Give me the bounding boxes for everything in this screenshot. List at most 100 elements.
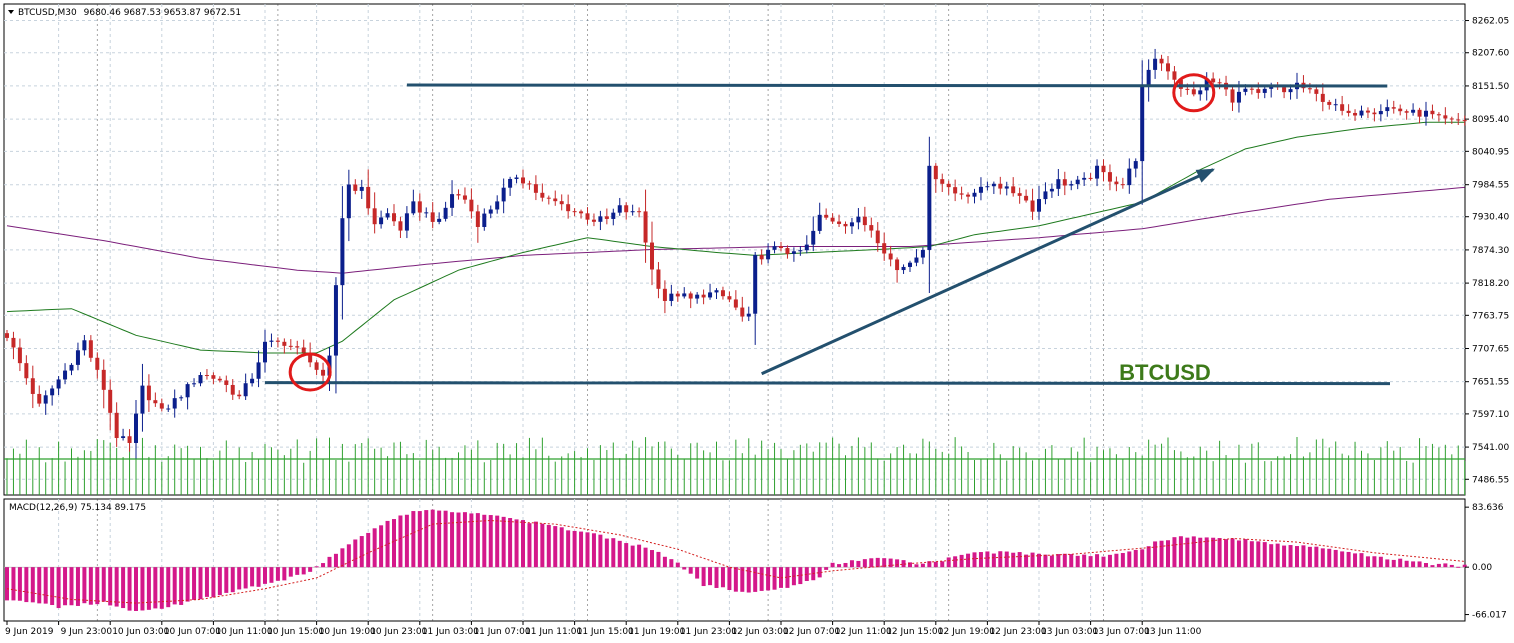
macd-bar (759, 567, 764, 591)
fast-moving-average (6, 121, 1465, 354)
candle-body (966, 194, 971, 197)
candle (101, 359, 106, 409)
macd-bar (966, 553, 971, 568)
time-tick-label: 10 Jun 19:00 (319, 627, 376, 637)
macd-bar (5, 567, 9, 601)
price-tick-label: 8262.05 (1472, 17, 1509, 27)
macd-bar (88, 567, 93, 605)
time-tick-label: 10 Jun 15:00 (267, 627, 324, 637)
macd-bar (469, 513, 474, 568)
time-tick-label: 12 Jun 03:00 (731, 627, 788, 637)
candle (1449, 116, 1454, 125)
candle (1101, 159, 1106, 182)
macd-bar (121, 567, 126, 609)
support-line[interactable] (264, 381, 1391, 386)
candle-body (1217, 82, 1222, 84)
candle-body (1140, 86, 1145, 162)
macd-bar (1462, 564, 1467, 568)
macd-bar (804, 567, 809, 581)
candle (714, 288, 719, 300)
candle-body (727, 296, 732, 300)
macd-bar (746, 567, 751, 593)
candle (398, 216, 403, 238)
candle-body (953, 187, 958, 194)
macd-bar (327, 556, 332, 568)
macd-bar (688, 567, 693, 574)
macd-bar (1320, 548, 1325, 568)
macd-bar (1043, 554, 1048, 568)
time-tick-label: 13 Jun 11:00 (1144, 627, 1201, 637)
macd-bar (237, 567, 242, 590)
candle-body (804, 244, 809, 251)
macd-bar (701, 567, 706, 587)
candle (437, 212, 442, 225)
candle (321, 362, 326, 382)
highlight-circle[interactable] (1172, 73, 1216, 113)
candle-body (443, 207, 448, 219)
candle-body (856, 216, 861, 223)
trend-arrow-head[interactable] (1195, 168, 1215, 183)
drawings[interactable] (264, 73, 1391, 392)
candle (488, 205, 493, 219)
candle-body (1230, 89, 1235, 103)
candle (17, 338, 22, 372)
candle (675, 291, 680, 302)
macd-bar (243, 567, 248, 589)
candle-body (1282, 87, 1287, 93)
candle-body (372, 208, 377, 225)
macd-bar (224, 567, 229, 593)
macd-bar (114, 567, 119, 607)
macd-bar (1120, 553, 1125, 568)
candle-body (1417, 109, 1422, 117)
candle (63, 363, 68, 385)
candle-body (1333, 104, 1338, 106)
dropdown-icon[interactable] (8, 10, 14, 14)
macd-bar (37, 567, 42, 604)
candle-body (243, 383, 248, 397)
candle (1436, 112, 1441, 122)
macd-bar (1146, 546, 1151, 568)
highlight-circle[interactable] (288, 352, 332, 392)
candle-body (385, 213, 390, 218)
candle-body (1037, 199, 1041, 212)
candle-body (591, 219, 596, 222)
resistance-line[interactable] (406, 83, 1388, 88)
main-chart-panel[interactable]: 8262.05 8207.60 8151.50 8095.40 8040.95 7984.… (3, 3, 1509, 496)
price-axis[interactable]: 8262.05 8207.60 8151.50 8095.40 8040.95 7984.… (1465, 17, 1509, 486)
macd-bar (1411, 561, 1416, 568)
macd-panel[interactable]: 83.636 0.00 -66.017 MACD(12,26,9) 75.134 8… (3, 498, 1507, 622)
candle-body (1172, 71, 1177, 80)
macd-bar (766, 567, 771, 591)
candle-body (1185, 88, 1190, 90)
candle (495, 195, 500, 214)
candle (624, 202, 629, 220)
candle (50, 385, 55, 406)
macd-bar (17, 567, 22, 601)
candle (598, 210, 603, 231)
candle-body (1075, 179, 1080, 185)
macd-bar (985, 551, 990, 568)
macd-bar (359, 536, 364, 568)
candle (263, 329, 267, 373)
macd-bar (843, 562, 848, 568)
candle (30, 365, 35, 409)
macd-tick-label: -66.017 (1472, 611, 1507, 621)
macd-bar (849, 560, 854, 568)
candle (1327, 99, 1332, 110)
candle (340, 186, 345, 320)
trend-arrow-line[interactable] (761, 168, 1214, 376)
candle (1088, 173, 1093, 181)
macd-bar (1011, 552, 1016, 568)
candle-body (321, 369, 326, 376)
candle (637, 207, 642, 218)
macd-bar (611, 538, 616, 568)
candle-body (5, 333, 9, 338)
macd-bar (50, 567, 55, 606)
macd-bar (991, 553, 996, 568)
candle-body (192, 383, 197, 385)
candle-body (708, 292, 713, 298)
candle (933, 163, 938, 193)
macd-signal-line (6, 519, 1465, 604)
